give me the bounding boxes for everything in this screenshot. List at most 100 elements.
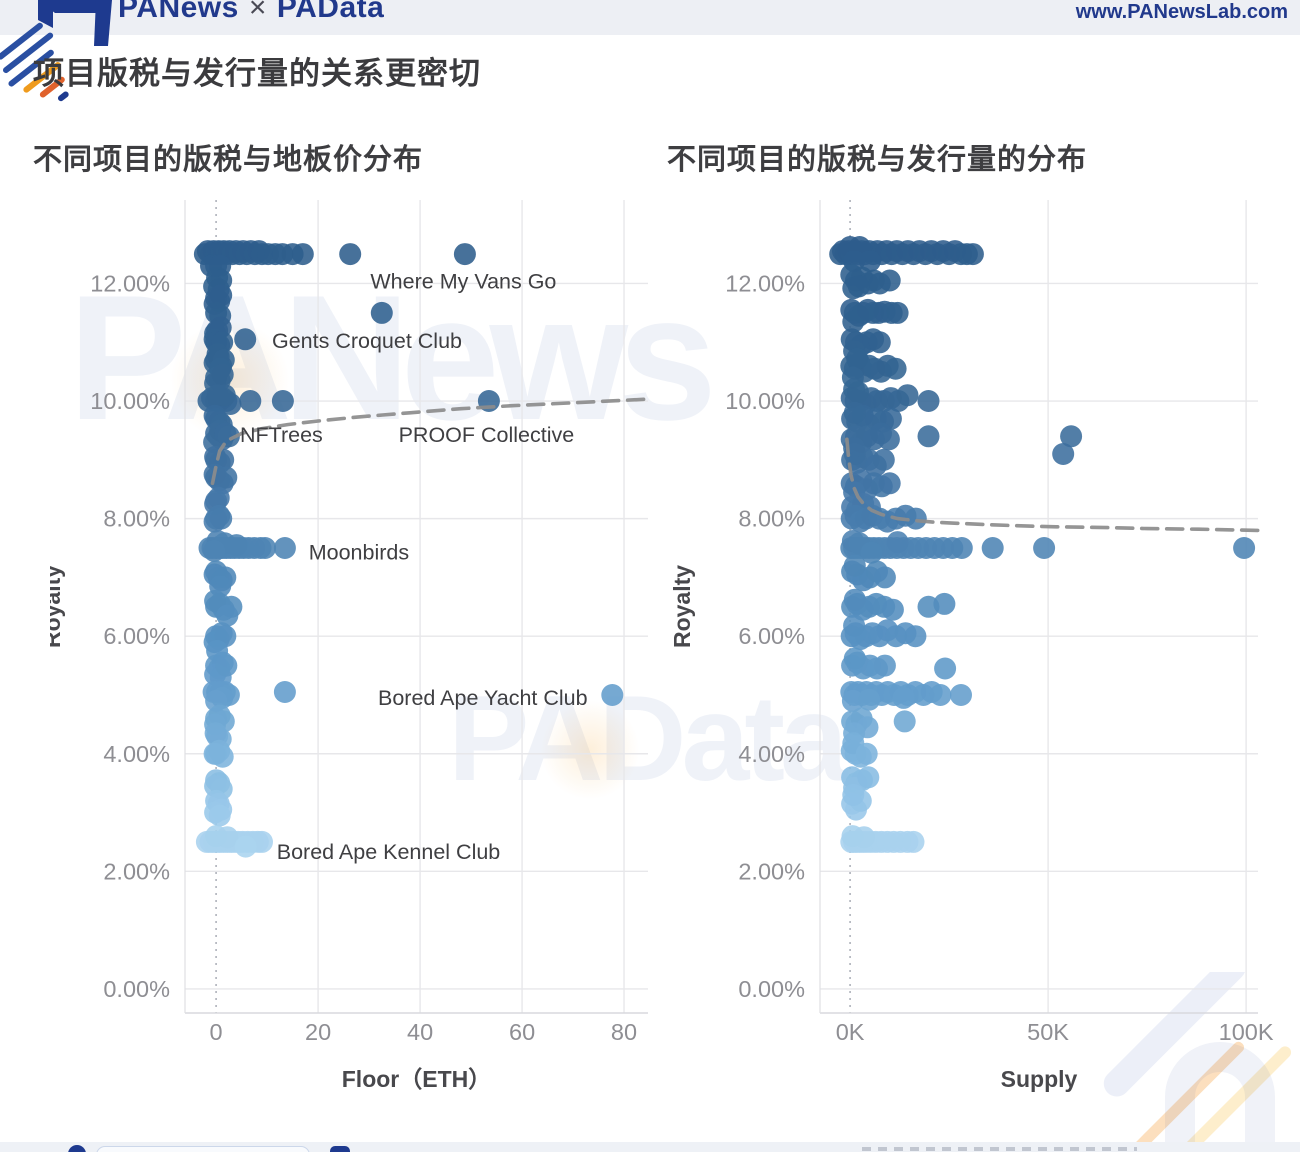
annotation-label: Bored Ape Kennel Club [277, 840, 501, 864]
scatter-point[interactable] [225, 534, 248, 557]
scatter-point[interactable] [210, 284, 233, 307]
x-tick-label: 20 [305, 1019, 331, 1045]
scatter-point[interactable] [273, 537, 296, 559]
scatter-point[interactable] [904, 507, 927, 530]
scatter-point[interactable] [843, 614, 866, 637]
scatter-point[interactable] [860, 541, 883, 564]
annotation-label: PROOF Collective [399, 423, 575, 447]
scatter-point[interactable] [239, 390, 262, 412]
scatter-point[interactable] [215, 654, 238, 677]
scatter-point[interactable] [981, 537, 1004, 559]
scatter-point[interactable] [886, 531, 909, 554]
scatter-point[interactable] [203, 742, 226, 765]
scatter-point[interactable] [842, 783, 865, 806]
scatter-point[interactable] [216, 604, 239, 627]
scatter-point[interactable] [853, 826, 875, 849]
x-tick-label: 50K [1027, 1019, 1069, 1045]
scatter-point[interactable] [210, 507, 233, 530]
scatter-point[interactable] [868, 331, 891, 354]
trend-line [845, 437, 1260, 533]
scatter-point[interactable] [234, 328, 257, 351]
footer-logo-dot [68, 1145, 86, 1152]
scatter-point[interactable] [213, 384, 236, 407]
annotation-label: Moonbirds [309, 541, 409, 565]
scatter-point[interactable] [881, 598, 904, 621]
scatter-point[interactable] [872, 448, 895, 471]
scatter-point[interactable] [208, 804, 231, 827]
annotation-label: Where My Vans Go [370, 270, 556, 294]
scatter-point[interactable] [453, 243, 476, 266]
scatter-point[interactable] [1060, 425, 1083, 448]
footer-clipped-text [862, 1147, 1137, 1151]
scatter-point[interactable] [896, 384, 919, 407]
scatter-point[interactable] [843, 588, 866, 611]
scatter-point[interactable] [878, 472, 901, 495]
scatter-point[interactable] [878, 269, 901, 292]
y-tick-label: 0.00% [738, 976, 805, 1002]
scatter-point[interactable] [217, 425, 240, 448]
scatter-point[interactable] [847, 381, 869, 404]
x-tick-label: 40 [407, 1019, 433, 1045]
x-tick-label: 80 [611, 1019, 637, 1045]
scatter-point[interactable] [886, 301, 909, 324]
scatter-point[interactable] [873, 654, 896, 677]
scatter-point[interactable] [1033, 537, 1056, 559]
scatter-point[interactable] [873, 566, 896, 589]
scatter-point[interactable] [234, 835, 257, 858]
scatter-point[interactable] [934, 657, 957, 680]
scatter-point[interactable] [904, 625, 927, 648]
scatter-point[interactable] [950, 537, 973, 559]
y-tick-label: 8.00% [738, 506, 805, 532]
scatter-point[interactable] [254, 537, 277, 559]
scatter-point[interactable] [884, 357, 907, 380]
scatter-point[interactable] [929, 684, 952, 706]
scatter-point[interactable] [917, 390, 940, 412]
scatter-point[interactable] [211, 363, 234, 386]
scatter-point[interactable] [843, 647, 866, 670]
x-tick-label: 60 [509, 1019, 535, 1045]
scatter-point[interactable] [216, 826, 239, 849]
scatter-point[interactable] [858, 688, 881, 711]
scatter-point[interactable] [204, 722, 227, 745]
scatter-point[interactable] [846, 347, 869, 370]
brand-text: PANews × PAData [118, 0, 384, 25]
scatter-point[interactable] [1052, 443, 1075, 465]
y-tick-label: 10.00% [725, 388, 805, 414]
annotation-label: Bored Ape Yacht Club [378, 686, 588, 710]
y-tick-label: 2.00% [103, 858, 170, 884]
scatter-point[interactable] [842, 310, 865, 333]
scatter-point[interactable] [877, 428, 900, 451]
y-axis-title: Royalty [669, 565, 695, 648]
scatter-point[interactable] [950, 684, 972, 706]
footer-strip [0, 1142, 1300, 1152]
scatter-point[interactable] [843, 554, 866, 577]
y-tick-label: 12.00% [90, 271, 170, 297]
x-axis-title: Floor（ETH） [342, 1066, 492, 1092]
scatter-point[interactable] [847, 275, 870, 298]
scatter-point[interactable] [855, 742, 878, 765]
scatter-point[interactable] [1233, 537, 1256, 559]
scatter-point[interactable] [291, 243, 314, 266]
scatter-point[interactable] [893, 710, 916, 733]
scatter-point[interactable] [902, 830, 925, 853]
scatter-point[interactable] [273, 681, 296, 703]
y-tick-label: 12.00% [725, 271, 805, 297]
scatter-point[interactable] [857, 766, 880, 789]
scatter-point[interactable] [370, 301, 393, 324]
y-axis-title: Royalty [50, 565, 65, 648]
scatter-point[interactable] [858, 250, 881, 273]
scatter-point[interactable] [204, 589, 227, 612]
scatter-point[interactable] [203, 539, 226, 562]
scatter-point[interactable] [917, 425, 940, 448]
scatter-point[interactable] [843, 401, 866, 424]
scatter-point[interactable] [601, 684, 624, 706]
scatter-point[interactable] [892, 686, 915, 709]
scatter-point[interactable] [933, 592, 956, 615]
scatter-point[interactable] [339, 243, 362, 266]
brand-padata: PAData [276, 0, 385, 24]
scatter-point[interactable] [841, 689, 864, 712]
scatter-point[interactable] [271, 390, 294, 412]
y-tick-label: 10.00% [90, 388, 170, 414]
scatter-point[interactable] [961, 243, 984, 266]
